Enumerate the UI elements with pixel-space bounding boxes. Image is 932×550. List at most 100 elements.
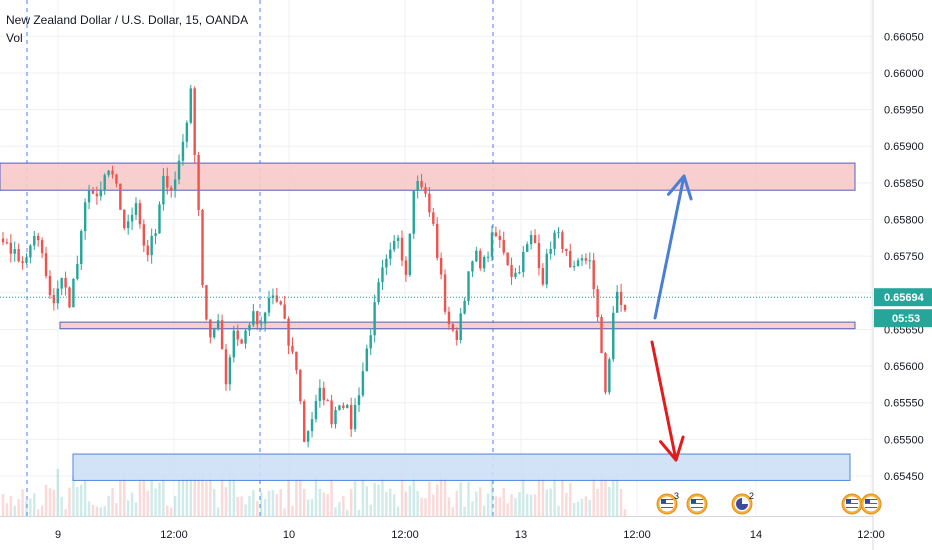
candle-body <box>381 267 384 283</box>
bar-countdown: 05:53 <box>892 313 920 325</box>
candle-body <box>146 245 149 256</box>
candle-body <box>424 187 427 194</box>
candle-body <box>228 357 232 385</box>
volume-bar <box>205 481 208 516</box>
us-flag-icon[interactable] <box>841 493 863 515</box>
volume-bar <box>228 468 232 516</box>
volume-bar <box>322 492 325 516</box>
symbol-title[interactable]: New Zealand Dollar / U.S. Dollar, 15, OA… <box>6 13 249 27</box>
volume-bar <box>173 496 177 516</box>
candle-body <box>25 257 28 263</box>
volume-bar <box>471 501 474 516</box>
bullish-arrow[interactable] <box>653 174 693 320</box>
candle-body <box>318 387 322 401</box>
flag-stripe <box>846 507 858 508</box>
candle-body <box>584 258 588 261</box>
candle-body <box>612 312 615 360</box>
candle-body <box>400 237 404 261</box>
price-tick-label: 0.65800 <box>884 215 924 227</box>
volume-bar <box>44 484 48 516</box>
candle-body <box>83 202 87 232</box>
volume-bar <box>572 503 576 516</box>
zone-support[interactable] <box>59 321 856 330</box>
candle-body <box>475 250 478 262</box>
volume-bar <box>36 509 40 516</box>
volume-bar <box>279 489 282 516</box>
time-tick-label: 12:00 <box>623 529 651 541</box>
candle-body <box>107 170 110 176</box>
candle-body <box>377 282 380 303</box>
candle-body <box>189 88 192 123</box>
volume-bar <box>541 476 545 516</box>
flag-stripe <box>661 501 673 502</box>
candle-body <box>275 295 279 302</box>
volume-bar <box>615 471 619 516</box>
zone-resistance[interactable] <box>0 162 856 191</box>
volume-indicator-label[interactable]: Vol <box>6 31 23 45</box>
candle-body <box>123 209 126 229</box>
candle-body <box>557 232 560 234</box>
volume-bar <box>463 506 466 516</box>
volume-bar <box>232 472 236 516</box>
us-flag-icon[interactable] <box>686 493 708 515</box>
time-axis[interactable]: 9 12:00 10 12:00 13 12:00 14 12:00 <box>0 516 885 542</box>
candle-body <box>33 235 36 246</box>
candle-body <box>592 260 595 290</box>
volume-bar <box>158 482 161 516</box>
volume-bar <box>123 469 126 516</box>
time-tick-label: 12:00 <box>391 529 419 541</box>
candle-body <box>283 304 286 319</box>
projection-arrows[interactable] <box>650 174 693 462</box>
volume-bar <box>498 497 502 516</box>
volume-bar <box>361 475 365 516</box>
volume-bar <box>494 496 498 516</box>
volume-bar <box>48 488 52 516</box>
clock-icon[interactable]: 2 <box>731 491 754 515</box>
volume-bar <box>392 494 396 516</box>
volume-bar <box>475 491 478 516</box>
zone-demand[interactable] <box>72 453 851 481</box>
volume-bar <box>608 486 611 516</box>
volume-bar <box>365 486 369 516</box>
candle-body <box>439 257 443 275</box>
bearish-arrow[interactable] <box>650 340 685 462</box>
candle-body <box>514 272 517 277</box>
flag-stripe <box>865 499 877 500</box>
us-flag-icon[interactable] <box>860 493 882 515</box>
volume-bar <box>373 483 376 516</box>
us-flag-icon[interactable]: 3 <box>656 491 679 515</box>
volume-bar <box>349 489 353 516</box>
flag-stripe <box>661 499 673 500</box>
flag-stripe <box>661 503 673 504</box>
volume-bar <box>236 496 239 516</box>
volume-bar <box>432 494 435 516</box>
candle-body <box>588 260 592 262</box>
volume-bar <box>404 491 408 516</box>
candle-body <box>404 260 408 275</box>
candle-body <box>502 240 505 253</box>
volume-bar <box>396 506 400 516</box>
volume-bar <box>25 500 28 516</box>
candle-body <box>259 323 263 325</box>
candle-body <box>173 179 177 191</box>
price-tick-label: 0.65450 <box>884 471 924 483</box>
flag-canton <box>691 499 696 503</box>
volume-bar <box>451 507 455 516</box>
candle-body <box>271 295 275 298</box>
flag-stripe <box>846 501 858 502</box>
candle-body <box>154 233 157 236</box>
candle-body <box>361 371 365 396</box>
candle-body <box>103 175 106 190</box>
price-zones[interactable] <box>0 162 856 481</box>
volume-bar <box>537 475 541 516</box>
volume-bar <box>353 481 357 516</box>
volume-bar <box>1 494 5 516</box>
time-tick-label: 9 <box>55 529 61 541</box>
candle-body <box>150 235 153 256</box>
price-axis[interactable]: 0.65450 0.65500 0.65550 0.65600 0.65650 0.657… <box>872 0 932 550</box>
price-tick-label: 0.65950 <box>884 105 924 117</box>
volume-bar <box>604 475 607 516</box>
